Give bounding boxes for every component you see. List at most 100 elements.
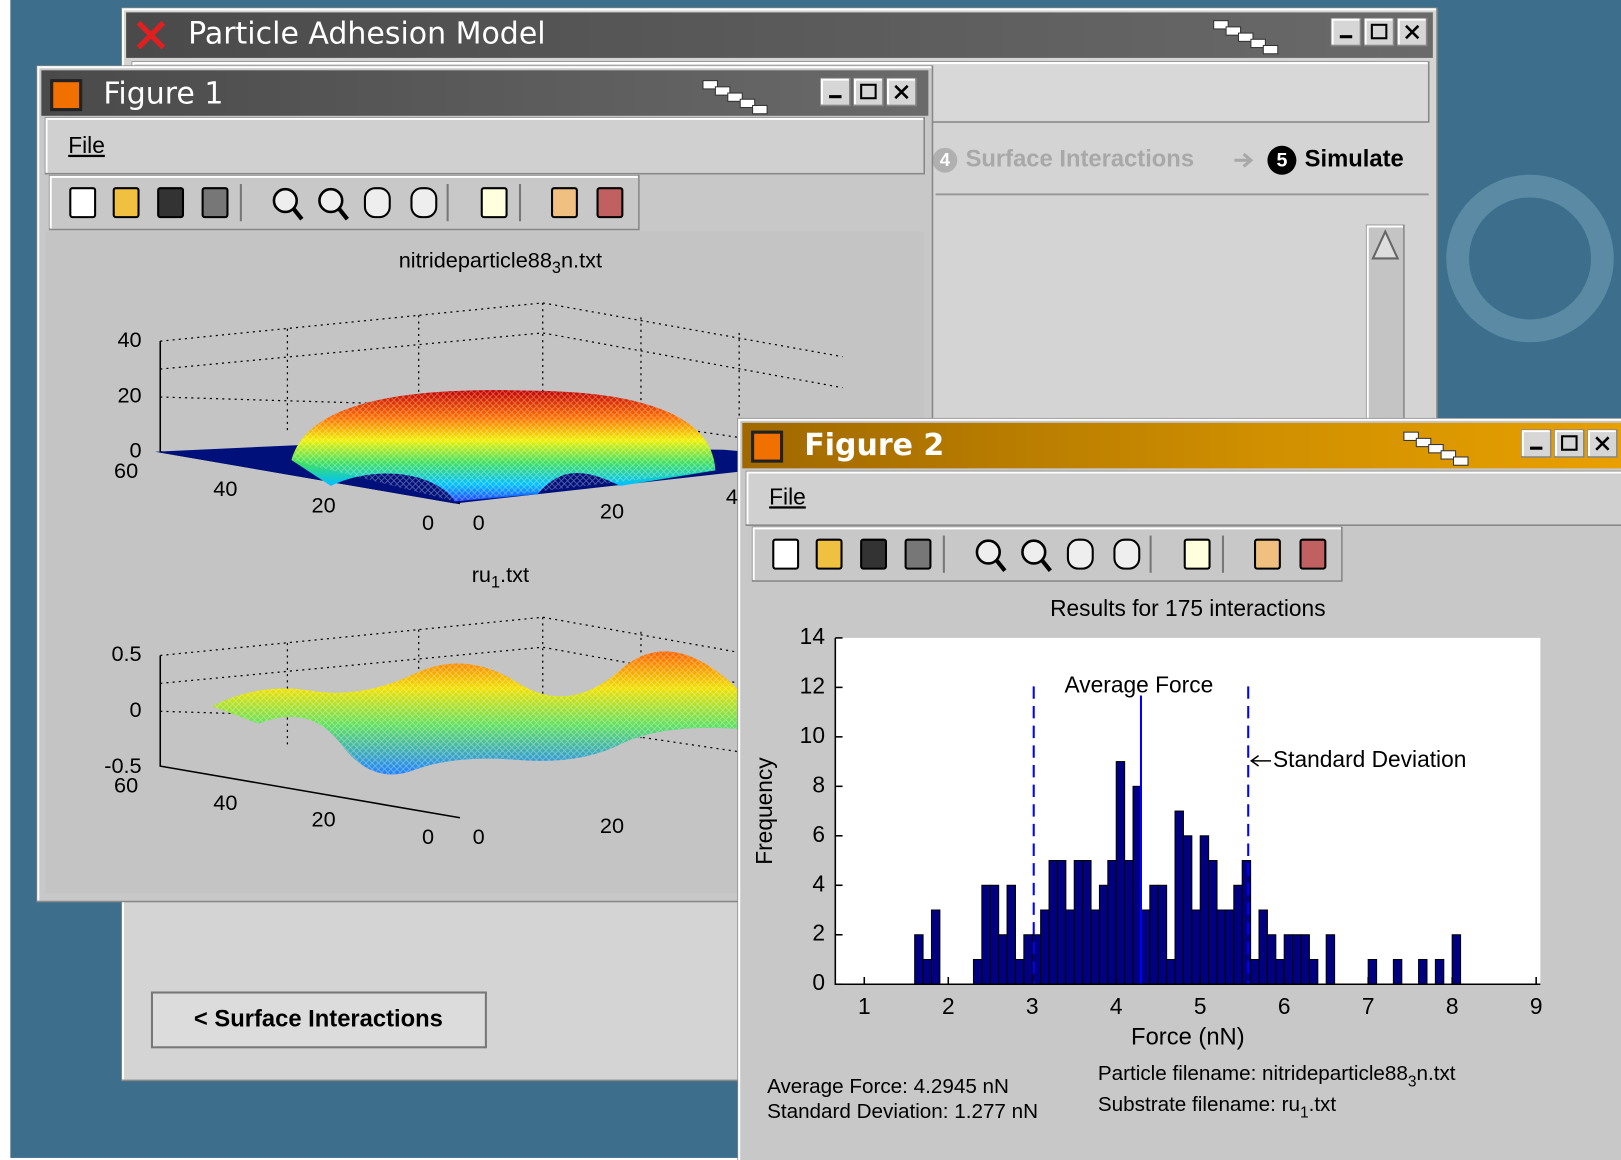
app-icon: [136, 20, 166, 50]
plot-box: [160, 302, 843, 454]
title-grip: [1440, 450, 1457, 460]
minimize-glyph: [829, 95, 842, 99]
menu-file[interactable]: File: [68, 132, 105, 158]
x-tick-label: 0: [473, 510, 485, 535]
x-tick-label: 2: [942, 993, 955, 1019]
bar: [1082, 860, 1092, 985]
plot-title: ru1.txt: [472, 562, 529, 592]
toolbar-icon: [318, 187, 344, 214]
x-tick-label: 4: [726, 484, 738, 509]
title-grip: [1237, 32, 1254, 42]
x-tick-label: 8: [1446, 993, 1459, 1019]
bar: [1073, 860, 1084, 985]
title-button-highlight: [887, 78, 915, 105]
bar: [1250, 958, 1260, 985]
step-arrow: [1234, 152, 1254, 168]
file-text-rest: .txt: [1309, 1094, 1337, 1117]
toolbar-highlight: [49, 175, 638, 229]
y-tick-label: 12: [800, 672, 825, 698]
title-grip: [1213, 20, 1229, 30]
bar: [1258, 909, 1268, 985]
bar: [1090, 909, 1100, 985]
minimize-glyph: [1339, 35, 1353, 39]
x-tick-label: 3: [1026, 993, 1039, 1019]
menu-bar: [44, 117, 925, 175]
x-tick-label: 4: [1110, 993, 1123, 1019]
y-axis-label: Frequency: [751, 757, 777, 865]
plot-title-main: nitrideparticle88: [399, 247, 552, 272]
bar: [1241, 860, 1252, 985]
plot-title-main: ru: [472, 562, 491, 587]
bar: [1149, 884, 1159, 985]
title-button-highlight: [1554, 430, 1583, 456]
bar: [1300, 934, 1310, 985]
scrollbar-highlight: [1366, 225, 1403, 421]
y-tick-label: 14: [800, 623, 825, 649]
toolbar-icon: [272, 187, 298, 214]
x-tick-label: 20: [600, 499, 624, 524]
title-grip: [714, 86, 731, 96]
bar: [930, 909, 941, 985]
summary-text: Average Force: 4.2945 nN: [767, 1075, 1009, 1098]
menu-file[interactable]: File: [769, 483, 806, 509]
toolbar-icon: [1254, 538, 1281, 570]
maximize-glyph: [1561, 435, 1578, 451]
toolbar-icon: [410, 187, 438, 219]
bar: [1199, 835, 1210, 985]
bar: [1182, 835, 1193, 985]
figure-icon: [50, 79, 83, 112]
maximize-glyph: [1370, 23, 1388, 40]
x-tick-label: 6: [1278, 993, 1291, 1019]
plot-title-sub: 1: [491, 574, 500, 592]
bar: [1275, 958, 1285, 985]
toolbar-icon: [772, 538, 800, 570]
x-tick-label: 20: [600, 813, 624, 838]
bar: [1418, 958, 1428, 985]
bar: [914, 934, 924, 985]
bar: [1124, 860, 1134, 985]
back-button[interactable]: [150, 991, 487, 1049]
title-button-highlight: [1364, 18, 1393, 45]
bar: [1140, 909, 1151, 985]
toolbar-icon: [904, 538, 932, 570]
plot-title-rest: .txt: [500, 562, 529, 587]
desktop-logo: [1446, 174, 1614, 343]
bar: [1367, 958, 1378, 985]
bar: [1157, 884, 1168, 985]
z-tick-label: 0: [130, 438, 142, 463]
toolbar-icon: [1066, 538, 1094, 570]
annotation-arrow: [1249, 755, 1271, 767]
minimize-glyph: [1530, 446, 1543, 450]
bar: [989, 884, 1000, 985]
file-text-sub: 1: [1300, 1105, 1309, 1122]
title-grip: [1415, 437, 1432, 448]
title-button-highlight: [853, 78, 882, 105]
title-grip: [727, 92, 743, 102]
title-button: [1520, 429, 1552, 458]
bar: [1006, 884, 1016, 985]
toolbar-icon: [1040, 559, 1052, 572]
x-tick-label: 9: [1530, 993, 1543, 1019]
toolbar-icon: [291, 207, 304, 221]
surface-mesh: [291, 390, 716, 502]
file-text: Particle filename: nitrideparticle883n.t…: [1098, 1063, 1456, 1091]
figure2-title: Figure 2: [804, 428, 944, 463]
toolbar-icon: [69, 187, 97, 219]
bar: [981, 884, 991, 985]
window-title: Particle Adhesion Model: [188, 17, 545, 52]
z-tick-label: 0: [130, 697, 142, 722]
z-tick-label: -0.5: [104, 753, 141, 778]
bar: [1023, 934, 1033, 985]
bar: [1107, 860, 1117, 985]
bar: [1451, 934, 1462, 985]
toolbar-icon: [1113, 538, 1141, 570]
file-text-main: Substrate filename: ru: [1098, 1094, 1300, 1117]
toolbar: [48, 174, 640, 231]
z-tick-label: 40: [117, 327, 141, 352]
bar: [1283, 934, 1294, 985]
figure1-title: Figure 1: [103, 77, 223, 112]
figure-icon: [751, 430, 784, 463]
title-button: [1554, 429, 1585, 458]
x-axis-label: Force (nN): [1131, 1023, 1245, 1050]
